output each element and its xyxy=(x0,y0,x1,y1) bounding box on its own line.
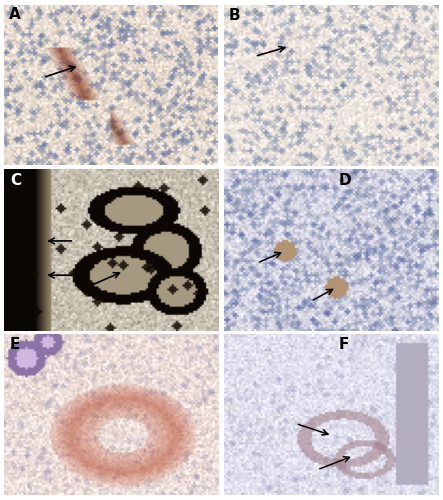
Text: A: A xyxy=(9,7,20,22)
Text: E: E xyxy=(10,337,20,352)
Text: F: F xyxy=(338,337,349,352)
Text: D: D xyxy=(338,172,351,188)
Text: B: B xyxy=(229,8,241,23)
Text: C: C xyxy=(10,172,21,188)
